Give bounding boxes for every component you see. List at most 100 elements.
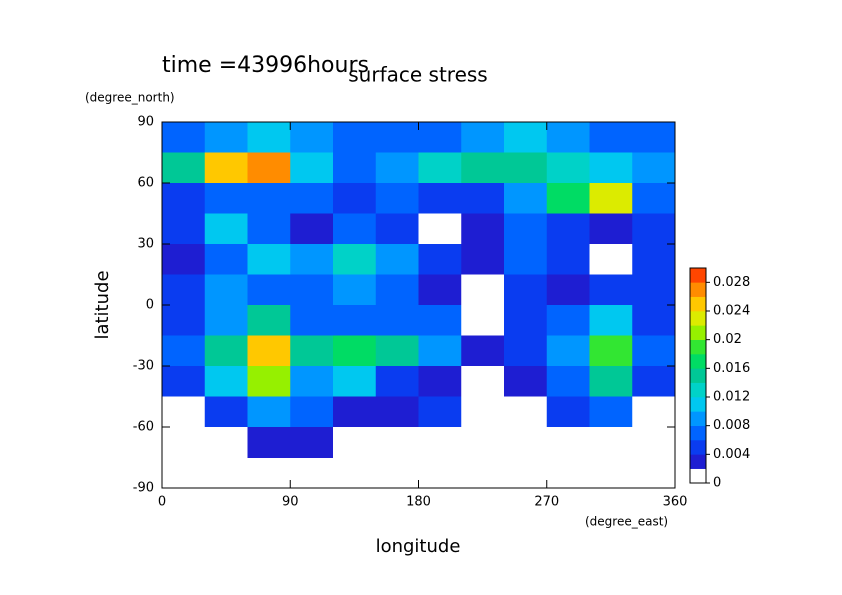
colorbar-tick-label: 0.012 (713, 390, 750, 405)
heat-cell (204, 274, 248, 306)
heat-cell (461, 152, 505, 184)
heat-cell (375, 366, 419, 397)
y-tick-label: 90 (137, 115, 154, 130)
colorbar-frame (689, 267, 707, 484)
heat-cell (204, 366, 248, 397)
colorbar-swatch (690, 382, 706, 398)
x-tick-label: 0 (158, 495, 166, 510)
heat-cell (162, 152, 206, 184)
heat-cell (632, 213, 676, 245)
heat-cell (418, 244, 462, 275)
x-tick-label: 180 (406, 495, 431, 510)
heat-cell (247, 183, 291, 214)
heat-cell (632, 366, 676, 397)
heat-cell (290, 244, 334, 275)
heat-cell (504, 152, 548, 184)
heat-cell (247, 244, 291, 275)
colorbar-swatch (690, 268, 706, 283)
y-axis-label: latitude (92, 270, 113, 339)
heat-cell (418, 305, 462, 336)
y-unit: (degree_north) (85, 91, 175, 105)
heat-cell (375, 396, 419, 428)
heat-cell (333, 366, 377, 397)
colorbar-swatch (690, 368, 706, 383)
chart-subtitle: time =43996hours (162, 53, 369, 78)
colorbar-swatch (690, 296, 706, 312)
heat-cell (632, 305, 676, 336)
colorbar-tick-label: 0.028 (713, 275, 750, 290)
heat-cell (290, 213, 334, 245)
heat-cell (333, 244, 377, 275)
heat-cell (504, 427, 548, 458)
colorbar-tick-label: 0 (713, 476, 721, 491)
heat-cell (418, 335, 462, 367)
heat-cell (546, 183, 590, 214)
heat-cell (375, 335, 419, 367)
heat-cell (375, 274, 419, 306)
colorbar-swatch (690, 411, 706, 426)
x-tick-label: 360 (663, 495, 688, 510)
heat-cell (247, 274, 291, 306)
heat-cell (333, 152, 377, 184)
colorbar-tick-label: 0.024 (713, 304, 750, 319)
colorbar-swatch (690, 454, 706, 469)
heat-cell (546, 427, 590, 458)
heat-cell (290, 274, 334, 306)
colorbar-swatch (690, 311, 706, 326)
heat-cell (589, 366, 633, 397)
heat-cell (204, 122, 248, 153)
heat-cell (461, 305, 505, 336)
heat-cell (461, 122, 505, 153)
colorbar-swatch (690, 440, 706, 455)
heat-cell (333, 213, 377, 245)
heat-cell (290, 396, 334, 428)
y-tick-label: -90 (133, 481, 154, 496)
heat-cell (162, 274, 206, 306)
heat-cell (418, 396, 462, 428)
heat-cell (504, 366, 548, 397)
heat-cell (461, 244, 505, 275)
heat-cell (546, 152, 590, 184)
heat-cell (333, 274, 377, 306)
heat-cell (204, 213, 248, 245)
y-tick-label: -60 (133, 420, 154, 435)
heat-cell (589, 335, 633, 367)
heat-cell (632, 335, 676, 367)
heat-cell (290, 183, 334, 214)
heat-cell (418, 122, 462, 153)
heat-cell (589, 305, 633, 336)
heat-cell (461, 183, 505, 214)
heat-cell (504, 274, 548, 306)
heat-cell (504, 213, 548, 245)
heat-cell (632, 122, 676, 153)
heat-cell (589, 183, 633, 214)
heat-cell (461, 213, 505, 245)
heat-cell (162, 213, 206, 245)
x-tick-label: 90 (282, 495, 299, 510)
heat-cell (546, 335, 590, 367)
heat-cell (589, 122, 633, 153)
heat-cell (546, 274, 590, 306)
colorbar-tick-label: 0.004 (713, 447, 750, 462)
heat-cell (375, 244, 419, 275)
heat-cell (247, 305, 291, 336)
heat-cell (204, 427, 248, 458)
heat-cell (504, 122, 548, 153)
heat-cell (290, 366, 334, 397)
heat-cell (418, 213, 462, 245)
heat-cell (204, 396, 248, 428)
heat-cell (418, 366, 462, 397)
heat-cell (461, 427, 505, 458)
x-axis-label: longitude (376, 536, 461, 557)
colorbar-tick-label: 0.008 (713, 418, 750, 433)
heat-cell (546, 213, 590, 245)
heat-cell (162, 396, 206, 428)
heat-cell (375, 427, 419, 458)
colorbar-swatch (690, 354, 706, 369)
heat-cell (162, 335, 206, 367)
heat-cell (290, 305, 334, 336)
colorbar-swatch (690, 425, 706, 441)
heat-cell (632, 274, 676, 306)
heat-cell (504, 183, 548, 214)
